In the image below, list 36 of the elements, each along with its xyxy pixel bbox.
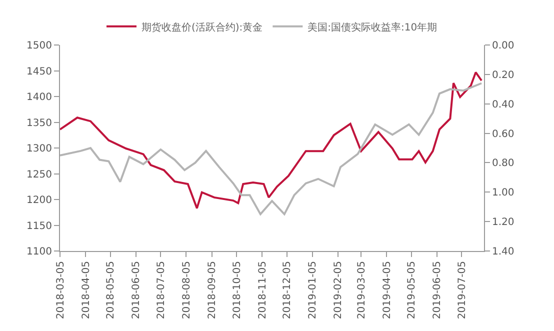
x-tick-label: 2019-06-05 xyxy=(432,261,444,320)
y-tick-label: 1100 xyxy=(26,246,52,258)
x-tick-label: 2018-06-05 xyxy=(131,261,142,320)
x-tick-label: 2018-07-05 xyxy=(156,261,167,320)
y-tick-label: 1250 xyxy=(26,169,52,180)
x-tick-label: 2018-12-05 xyxy=(282,261,294,320)
x-tick-label: 2018-05-05 xyxy=(106,261,117,320)
x-tick-label: 2019-04-05 xyxy=(382,261,393,320)
y2-tick-label: 0.60 xyxy=(492,128,514,140)
x-tick-label: 2018-10-05 xyxy=(232,261,243,320)
x-tick-label: 2019-03-05 xyxy=(356,261,368,320)
x-tick-label: 2019-07-05 xyxy=(456,261,468,320)
y2-tick-label: 0.20 xyxy=(492,70,514,81)
x-tick-label: 2019-02-05 xyxy=(333,261,344,320)
x-tick-label: 2018-08-05 xyxy=(181,261,192,320)
x-tick-label: 2019-01-05 xyxy=(308,261,319,320)
y2-tick-label: 1.40 xyxy=(492,246,514,258)
y2-tick-label: 1.20 xyxy=(492,217,514,228)
y-tick-label: 1450 xyxy=(26,66,52,78)
y-tick-label: 1200 xyxy=(26,195,52,206)
y-tick-label: 1350 xyxy=(26,118,52,129)
y2-tick-label: 0.00 xyxy=(492,40,514,52)
y-tick-label: 1300 xyxy=(26,144,52,154)
y-tick-label: 1150 xyxy=(26,220,52,232)
x-tick-label: 2018-09-05 xyxy=(207,261,218,320)
x-tick-label: 2019-05-05 xyxy=(406,261,418,320)
legend-label: 期货收盘价(活跃合约):黄金 xyxy=(142,21,263,34)
legend-label: 美国:国债实际收益率:10年期 xyxy=(308,21,438,34)
y2-tick-label: 1.00 xyxy=(492,188,514,199)
y-tick-label: 1400 xyxy=(26,92,52,103)
x-tick-label: 2018-03-05 xyxy=(55,261,66,320)
y-tick-label: 1500 xyxy=(26,40,52,52)
x-tick-label: 2018-11-05 xyxy=(257,261,268,320)
y2-tick-label: 0.80 xyxy=(492,158,514,170)
y2-tick-label: 0.40 xyxy=(492,99,514,110)
x-tick-label: 2018-04-05 xyxy=(80,261,92,320)
